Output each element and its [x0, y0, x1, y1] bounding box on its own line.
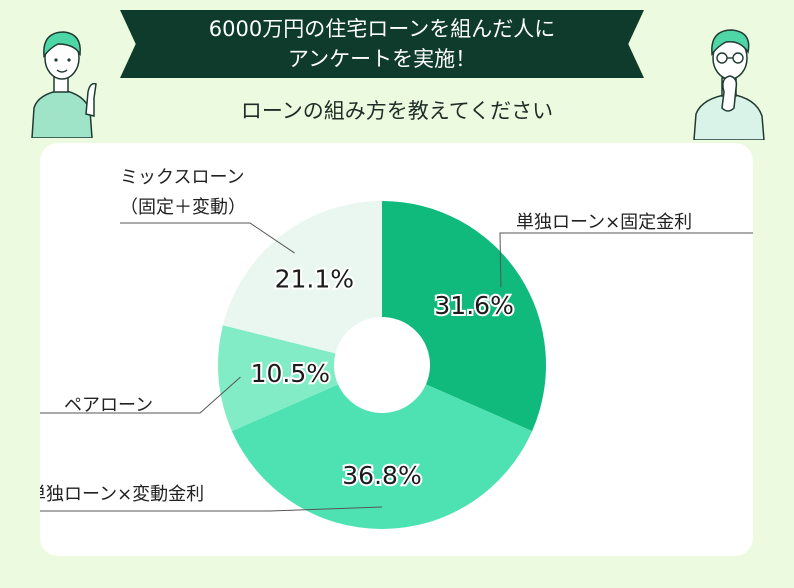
slice-variable-rate — [231, 384, 533, 529]
question-subtitle: ローンの組み方を教えてください — [240, 99, 554, 123]
slice-pair-loan — [217, 325, 339, 432]
leader-mix-loan — [120, 222, 295, 254]
legend-label-mix-line1: ミックスローン — [120, 167, 245, 188]
leader-fixed-rate — [499, 232, 753, 288]
donut-chart: 31.6% 36.8% 10.5% 21.1% 単独ローン×固定金利 単独ローン×変動… — [40, 167, 753, 529]
pct-variable-rate: 36.8% — [342, 461, 421, 490]
person-pointing-icon — [31, 31, 97, 138]
leader-pair-loan — [40, 376, 241, 414]
pct-pair-loan: 10.5% — [251, 359, 330, 388]
slice-mix-loan — [222, 201, 382, 354]
title-line-2: アンケートを実施！ — [287, 47, 477, 71]
title-banner: 6000万円の住宅ローンを組んだ人に アンケートを実施！ — [120, 10, 644, 78]
person-thinking-icon — [693, 29, 765, 140]
title-line-1: 6000万円の住宅ローンを組んだ人に — [208, 17, 556, 41]
legend-label-fixed: 単独ローン×固定金利 — [516, 212, 692, 233]
chart-card: 31.6% 36.8% 10.5% 21.1% 単独ローン×固定金利 単独ローン×変動… — [40, 143, 753, 556]
pct-fixed-rate: 31.6% — [434, 291, 513, 320]
slice-fixed-rate — [382, 201, 546, 432]
legend-label-variable: 単独ローン×変動金利 — [40, 484, 204, 505]
leader-variable-rate — [40, 506, 383, 512]
legend-label-mix-line2: （固定＋変動） — [120, 197, 246, 218]
legend-label-pair: ペアローン — [64, 395, 153, 416]
pct-mix-loan: 21.1% — [275, 264, 354, 293]
